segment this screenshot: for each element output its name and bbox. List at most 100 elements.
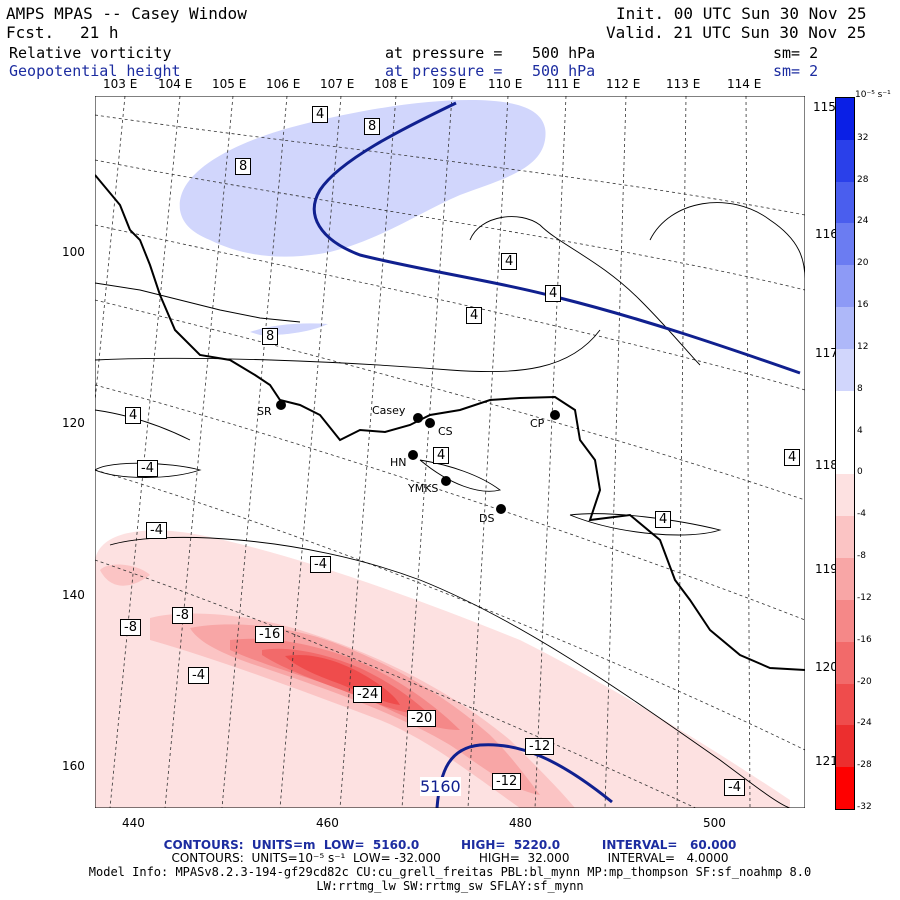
lon-label: 113 E	[666, 77, 701, 91]
station-label: YMKS	[408, 482, 439, 495]
colorbar-segment	[836, 599, 854, 643]
vorticity-shading-negative	[95, 530, 790, 808]
colorbar-segment	[836, 474, 854, 517]
init-time: Init. 00 UTC Sun 30 Nov 25	[616, 4, 867, 23]
valid-time: Valid. 21 UTC Sun 30 Nov 25	[606, 23, 867, 42]
colorbar-segment	[836, 516, 854, 559]
field2-smoothing: sm= 2	[773, 62, 819, 80]
contour-label: 8	[364, 118, 381, 135]
contour-label: 4	[501, 253, 518, 270]
y-tick: 140	[62, 588, 85, 602]
forecast-label: Fcst.	[6, 23, 55, 42]
station-marker-cs	[425, 418, 435, 428]
colorbar-tick: -20	[857, 676, 872, 687]
colorbar-tick: -8	[857, 551, 866, 562]
lon-label: 111 E	[546, 77, 581, 91]
contour-label: -8	[172, 607, 193, 624]
stations	[276, 400, 560, 514]
field1-pressure: 500 hPa	[532, 44, 596, 62]
forecast-hour: 21 h	[80, 23, 119, 42]
colorbar-segment	[836, 307, 854, 350]
contour-label: -24	[353, 686, 383, 703]
field1-name: Relative vorticity	[9, 44, 172, 62]
colorbar-tick: 20	[857, 258, 869, 269]
station-marker-sr	[276, 400, 286, 410]
contour-label: 4	[784, 449, 801, 466]
contour-label: 4	[125, 407, 142, 424]
station-label: CP	[530, 417, 545, 430]
contour-label: 4	[433, 447, 450, 464]
contour-label: -4	[137, 460, 158, 477]
station-marker-ymks	[441, 476, 451, 486]
contour-label: -12	[525, 738, 555, 755]
station-label: SR	[257, 405, 272, 418]
colorbar-segment	[836, 223, 854, 266]
vorticity-contour-info: CONTOURS: UNITS=10⁻⁵ s⁻¹ LOW= -32.000 HI…	[171, 851, 729, 865]
x-tick: 440	[122, 816, 145, 830]
colorbar-tick: 4	[857, 425, 863, 436]
lon-label: 114 E	[727, 77, 762, 91]
contour-label: -16	[255, 626, 285, 643]
station-marker-ds	[496, 504, 506, 514]
contour-label: -4	[146, 522, 167, 539]
contour-label: 4	[312, 106, 329, 123]
colorbar-segment	[836, 265, 854, 308]
colorbar-segment	[836, 432, 854, 475]
colorbar-segment	[836, 390, 854, 434]
colorbar-tick: 28	[857, 174, 869, 185]
field1-smoothing: sm= 2	[773, 44, 819, 62]
colorbar-tick: 16	[857, 300, 869, 311]
height-contour-info: CONTOURS: UNITS=m LOW= 5160.0 HIGH= 5220…	[163, 838, 737, 852]
contour-label: 4	[655, 511, 672, 528]
colorbar-tick: 32	[857, 132, 869, 143]
colorbar-tick: 0	[857, 467, 863, 478]
x-tick: 460	[316, 816, 339, 830]
contour-label: -4	[188, 667, 209, 684]
station-label: CS	[438, 425, 453, 438]
height-contours	[312, 101, 801, 808]
colorbar-segment	[836, 98, 854, 141]
lon-label: 106 E	[266, 77, 301, 91]
colorbar-tick: 8	[857, 383, 863, 394]
colorbar-tick: -32	[857, 802, 872, 812]
y-tick: 160	[62, 759, 85, 773]
y-tick: 100	[62, 245, 85, 259]
map-plot	[95, 96, 805, 808]
lon-label: 108 E	[374, 77, 409, 91]
colorbar-segment	[836, 181, 854, 224]
colorbar-segment	[836, 767, 854, 810]
lon-label: 104 E	[158, 77, 193, 91]
contour-label: -12	[492, 773, 522, 790]
colorbar-unit: 10⁻⁵ s⁻¹	[855, 90, 891, 100]
contour-label: -20	[407, 710, 437, 727]
lon-label: 110 E	[488, 77, 523, 91]
station-label: HN	[390, 456, 407, 469]
model-physics-info: LW:rrtmg_lw SW:rrtmg_sw SFLAY:sf_mynn	[316, 879, 584, 893]
lon-label: 109 E	[432, 77, 467, 91]
field2-pressure: 500 hPa	[532, 62, 596, 80]
map-title: AMPS MPAS -- Casey Window	[6, 4, 247, 23]
colorbar-tick: -12	[857, 592, 872, 603]
colorbar-segment	[836, 683, 854, 726]
colorbar-tick: -24	[857, 718, 872, 729]
colorbar-segment	[836, 348, 854, 392]
lon-label: 107 E	[320, 77, 355, 91]
colorbar-segment	[836, 558, 854, 601]
station-marker-casey	[413, 413, 423, 423]
model-info: Model Info: MPASv8.2.3-194-gf29cd82c CU:…	[88, 865, 812, 879]
lon-label: 103 E	[103, 77, 138, 91]
colorbar	[835, 97, 855, 810]
field1-pressure-label: at pressure =	[385, 44, 503, 62]
contour-label: 8	[262, 328, 279, 345]
field2-name: Geopotential height	[9, 62, 181, 80]
contour-label: 8	[235, 158, 252, 175]
contour-label: 4	[545, 285, 562, 302]
contour-label: -4	[310, 556, 331, 573]
contour-label: -8	[120, 619, 141, 636]
x-tick: 480	[509, 816, 532, 830]
vorticity-shading-positive	[179, 100, 546, 336]
colorbar-tick: -16	[857, 634, 872, 645]
colorbar-segment	[836, 725, 854, 768]
contour-label: 4	[466, 307, 483, 324]
colorbar-tick: -4	[857, 509, 866, 520]
